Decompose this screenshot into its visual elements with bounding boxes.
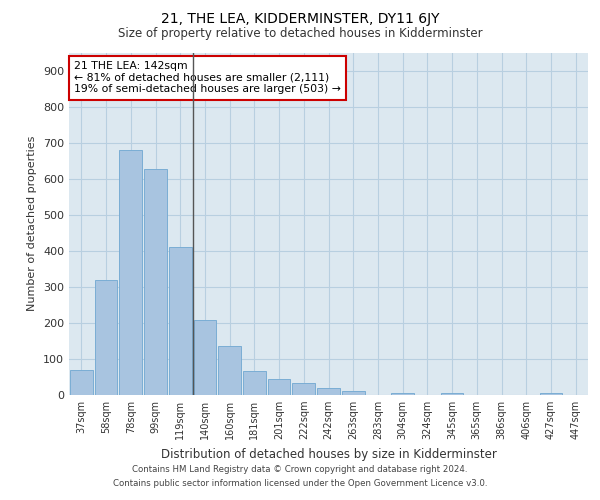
Bar xyxy=(144,168,167,395)
X-axis label: Distribution of detached houses by size in Kidderminster: Distribution of detached houses by size … xyxy=(161,448,496,460)
Text: Contains HM Land Registry data © Crown copyright and database right 2024.
Contai: Contains HM Land Registry data © Crown c… xyxy=(113,466,487,487)
Bar xyxy=(119,150,142,395)
Bar xyxy=(70,370,93,395)
Bar xyxy=(268,379,290,395)
Bar xyxy=(342,390,365,395)
Bar xyxy=(169,247,191,395)
Bar xyxy=(218,346,241,395)
Bar xyxy=(243,371,266,395)
Bar xyxy=(441,393,463,395)
Text: Size of property relative to detached houses in Kidderminster: Size of property relative to detached ho… xyxy=(118,28,482,40)
Bar xyxy=(95,280,118,395)
Text: 21 THE LEA: 142sqm
← 81% of detached houses are smaller (2,111)
19% of semi-deta: 21 THE LEA: 142sqm ← 81% of detached hou… xyxy=(74,61,341,94)
Bar xyxy=(539,393,562,395)
Bar xyxy=(292,384,315,395)
Bar xyxy=(317,388,340,395)
Bar xyxy=(194,320,216,395)
Text: 21, THE LEA, KIDDERMINSTER, DY11 6JY: 21, THE LEA, KIDDERMINSTER, DY11 6JY xyxy=(161,12,439,26)
Bar xyxy=(391,393,414,395)
Y-axis label: Number of detached properties: Number of detached properties xyxy=(28,136,37,312)
